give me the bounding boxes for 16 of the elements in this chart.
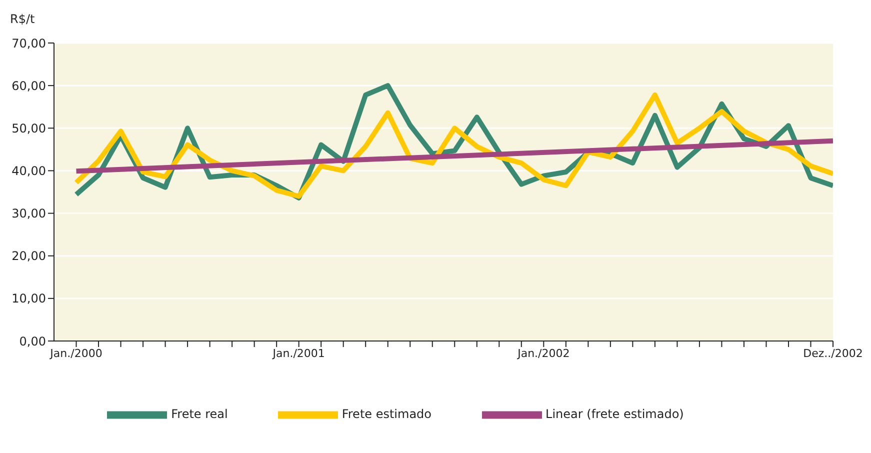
x-tick-label: Jan./2001: [272, 346, 325, 360]
x-tick-label: Dez../2002: [803, 346, 863, 360]
y-tick-label: 0,00: [19, 334, 46, 348]
y-axis-title: R$/t: [10, 12, 35, 26]
legend-label: Linear (frete estimado): [546, 407, 684, 422]
x-tick-label: Jan./2000: [49, 346, 102, 360]
y-tick-label: 30,00: [12, 206, 46, 221]
y-tick-label: 60,00: [12, 78, 46, 93]
y-tick-label: 20,00: [12, 249, 46, 264]
y-tick-label: 10,00: [12, 292, 46, 306]
y-tick-label: 50,00: [12, 121, 46, 136]
y-tick-label: 70,00: [12, 36, 46, 50]
legend-label: Frete estimado: [342, 407, 432, 422]
legend-label: Frete real: [171, 407, 228, 422]
y-tick-label: 40,00: [12, 164, 46, 178]
x-tick-label: Jan./2002: [516, 346, 570, 360]
